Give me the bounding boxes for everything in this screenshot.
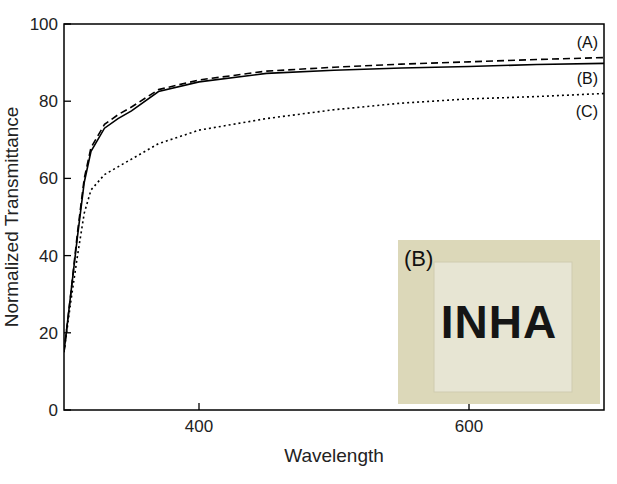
x-tick <box>468 403 469 410</box>
chart: 0 20 40 60 80 100 400 600 Wavelength Normalized T… <box>0 0 617 484</box>
inset-photo: (B) INHA <box>398 240 600 404</box>
x-axis-title: Wavelength <box>284 445 384 466</box>
y-tick <box>64 101 71 102</box>
y-tick <box>64 332 71 333</box>
series-label: (B) <box>577 70 598 87</box>
plot-frame <box>64 24 604 410</box>
y-tick-label: 40 <box>39 247 58 266</box>
y-tick-label: 80 <box>39 92 58 111</box>
y-tick-label: 60 <box>39 169 58 188</box>
inset-background <box>398 240 600 404</box>
y-tick-label: 20 <box>39 324 58 343</box>
y-tick <box>64 409 71 410</box>
series-line <box>64 93 604 352</box>
y-tick-label: 100 <box>30 15 58 34</box>
y-axis-title: Normalized Transmittance <box>1 107 22 328</box>
y-tick <box>64 255 71 256</box>
y-tick-label: 0 <box>49 401 58 420</box>
x-tick-label: 600 <box>455 417 483 436</box>
x-tick <box>198 403 199 410</box>
lines <box>64 58 604 353</box>
y-tick <box>64 23 71 24</box>
x-tick-label: 400 <box>185 417 213 436</box>
series-label: (A) <box>577 34 598 51</box>
inset-film <box>434 262 572 392</box>
inset-label: (B) <box>404 246 433 271</box>
series-line <box>64 63 604 352</box>
y-tick <box>64 178 71 179</box>
inset-text: INHA <box>441 296 557 348</box>
series-label: (C) <box>576 103 598 120</box>
series-line <box>64 58 604 353</box>
